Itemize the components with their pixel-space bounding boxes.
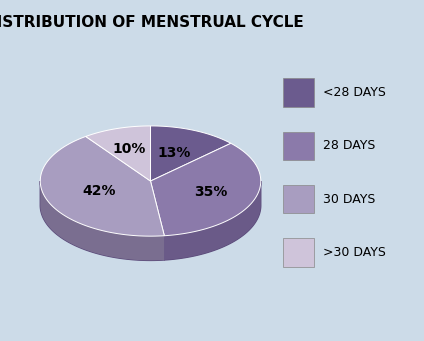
Text: 35%: 35% — [194, 185, 227, 199]
Text: DISTRIBUTION OF MENSTRUAL CYCLE: DISTRIBUTION OF MENSTRUAL CYCLE — [0, 15, 304, 30]
Text: <28 DAYS: <28 DAYS — [323, 86, 386, 99]
FancyBboxPatch shape — [283, 132, 315, 160]
Text: 42%: 42% — [83, 184, 116, 198]
FancyBboxPatch shape — [283, 78, 315, 107]
Text: 30 DAYS: 30 DAYS — [323, 193, 376, 206]
Polygon shape — [86, 126, 151, 181]
Text: 13%: 13% — [158, 146, 191, 160]
Polygon shape — [165, 180, 261, 260]
Text: 28 DAYS: 28 DAYS — [323, 139, 376, 152]
Text: 10%: 10% — [113, 142, 146, 155]
Polygon shape — [40, 181, 261, 261]
Text: >30 DAYS: >30 DAYS — [323, 246, 386, 259]
Polygon shape — [151, 143, 261, 236]
FancyBboxPatch shape — [283, 238, 315, 267]
Polygon shape — [40, 180, 165, 261]
Polygon shape — [40, 136, 165, 236]
Polygon shape — [151, 126, 231, 181]
FancyBboxPatch shape — [283, 185, 315, 213]
